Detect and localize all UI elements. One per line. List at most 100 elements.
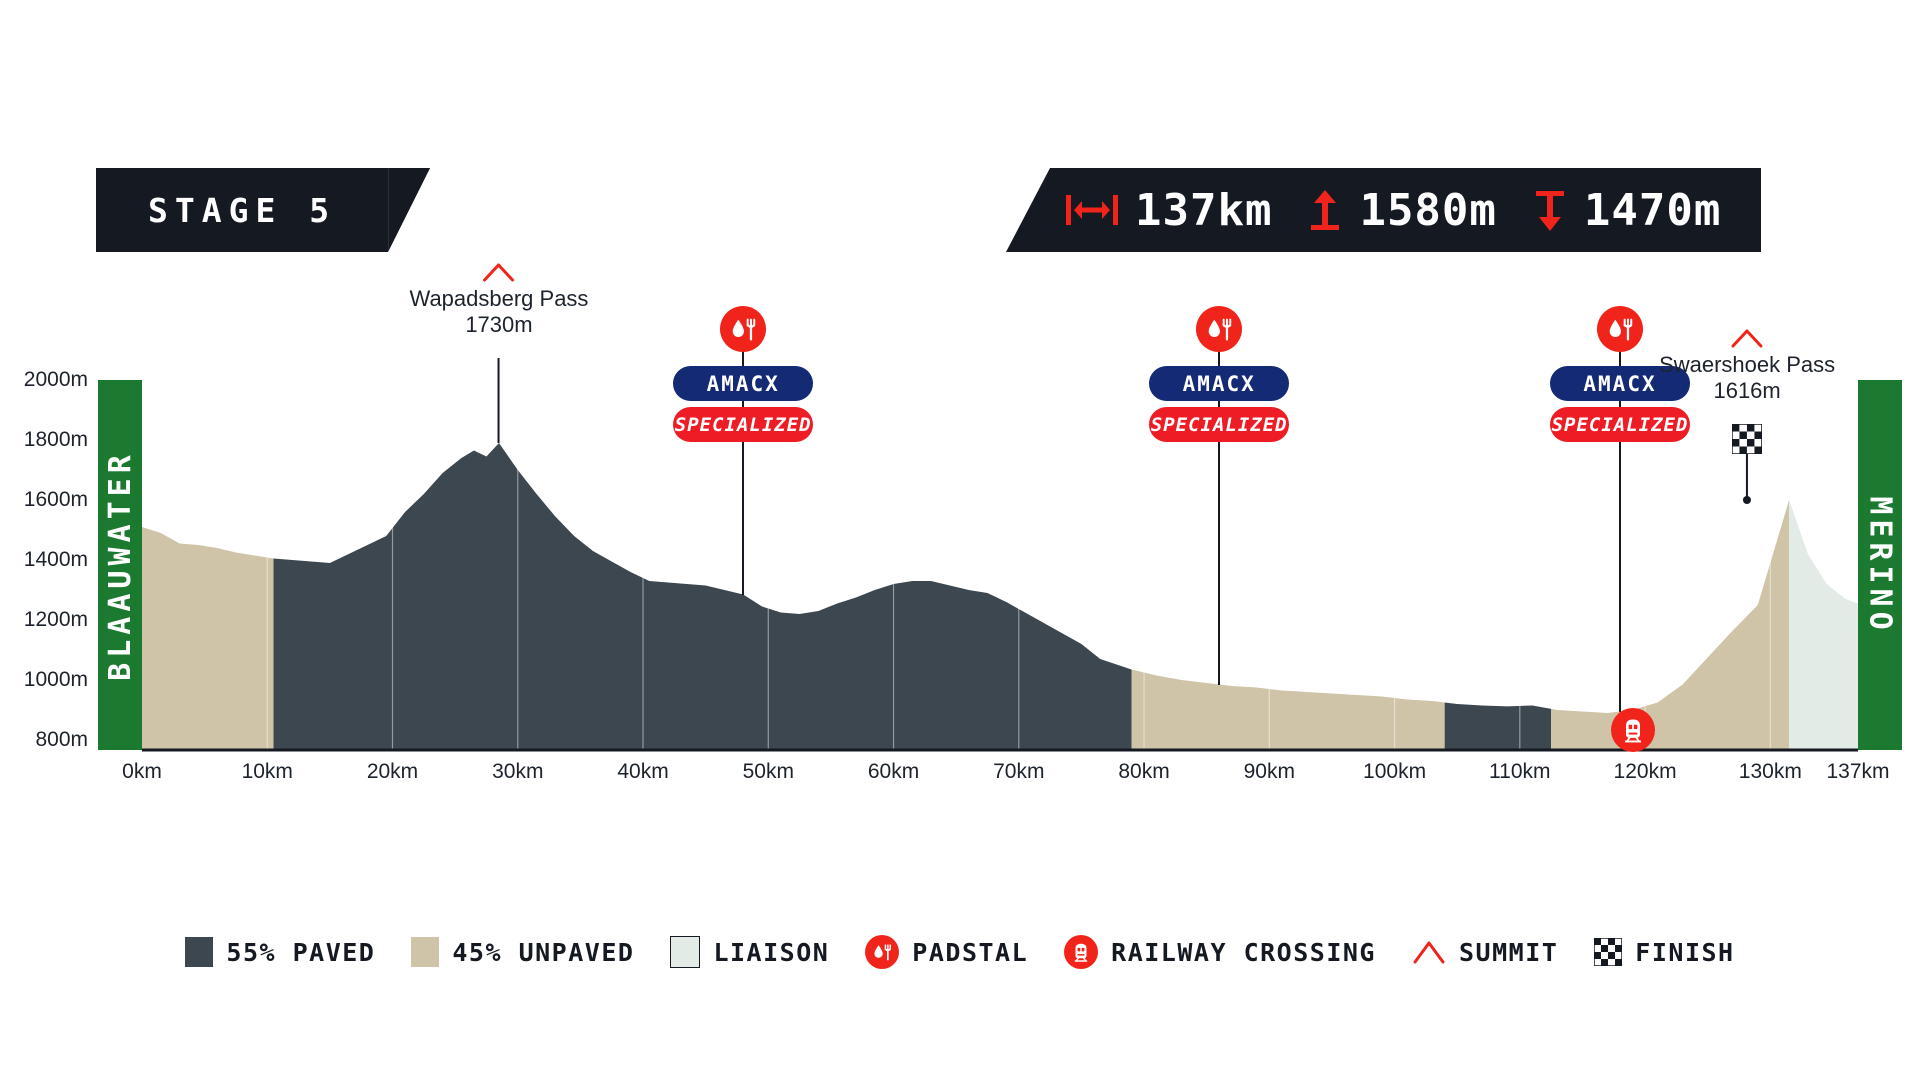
ascent-arrow-icon [1311, 190, 1340, 230]
specialized-pill[interactable]: SPECIALIZED [673, 407, 814, 442]
summit-icon [1413, 941, 1445, 964]
x-tick: 0km [122, 760, 162, 783]
legend-padstal-label: PADSTAL [912, 937, 1029, 967]
marker-stem [497, 358, 500, 443]
summit-name: Swaershoek Pass [1659, 352, 1836, 377]
start-town-panel: BLAAUWATER [98, 380, 142, 750]
stat-distance-value: 137km [1135, 184, 1273, 236]
summit-icon [1731, 329, 1763, 348]
marker-stem [1746, 454, 1749, 500]
elevation-profile-chart: 2000m 1800m 1600m 1400m 1200m 1000m 800m… [0, 263, 1920, 920]
surface-segment-unpaved [1131, 669, 1445, 750]
amacx-pill[interactable]: AMACX [1149, 366, 1290, 401]
amacx-label: AMACX [706, 371, 780, 396]
surface-segment-paved [1444, 702, 1552, 750]
y-tick: 1600m [23, 488, 88, 511]
y-tick: 800m [35, 728, 88, 751]
y-tick: 1000m [23, 668, 88, 691]
markers-layer: AMACX SPECIALIZED AMACX SPECIALIZED AMACX SPE… [0, 263, 1920, 760]
y-tick: 1800m [23, 428, 88, 451]
x-axis: 0km 10km 20km 30km 40km 50km 60km 70km 80km 90km 1… [0, 760, 1920, 800]
checkered-flag-icon [1731, 423, 1763, 455]
legend-finish-label: FINISH [1635, 937, 1735, 967]
padstal-icon [732, 318, 756, 341]
stats-banner-skew-decoration [1006, 168, 1050, 252]
y-tick: 2000m [23, 368, 88, 391]
legend-liaison-swatch [670, 936, 701, 968]
stat-descent-value: 1470m [1583, 184, 1722, 236]
surface-segment-liaison [1789, 500, 1858, 750]
padstal-marker-icon[interactable] [720, 306, 767, 352]
stage-header: STAGE 5 137km 1 [0, 168, 1920, 252]
surface-segment-paved [273, 443, 1132, 750]
padstal-icon [1208, 318, 1232, 341]
amacx-pill[interactable]: AMACX [673, 366, 814, 401]
summit-icon [483, 263, 515, 282]
x-tick: 130km [1738, 760, 1802, 783]
legend-summit: SUMMIT [1412, 938, 1558, 967]
x-tick: 50km [742, 760, 794, 783]
legend-liaison-label: LIAISON [713, 937, 830, 967]
specialized-label: SPECIALIZED [674, 413, 812, 436]
marker-stem [1619, 352, 1621, 712]
marker-stem [1218, 352, 1221, 685]
legend-railway-icon [1064, 935, 1099, 969]
legend-summit-label: SUMMIT [1458, 937, 1559, 967]
stage-stats-banner: 137km 1580m 1470m [1006, 168, 1762, 252]
stat-ascent: 1580m [1306, 185, 1496, 236]
specialized-label: SPECIALIZED [1551, 413, 1689, 436]
distance-icon [1066, 195, 1118, 225]
x-tick: 100km [1363, 760, 1427, 783]
x-tick: 10km [241, 760, 293, 783]
padstal-icon [1609, 318, 1633, 341]
legend-padstal: PADSTAL [865, 935, 1028, 969]
specialized-pill[interactable]: SPECIALIZED [1550, 407, 1690, 442]
train-icon [1624, 719, 1641, 743]
x-tick: 60km [867, 760, 920, 783]
padstal-marker-icon[interactable] [1597, 306, 1643, 352]
checkered-flag-icon [1594, 938, 1623, 966]
padstal-icon [874, 944, 892, 961]
stage-title-banner: STAGE 5 [96, 168, 431, 252]
legend-railway-label: RAILWAY CROSSING [1111, 937, 1376, 967]
y-tick: 1400m [23, 548, 88, 571]
padstal-marker-icon[interactable] [1196, 306, 1243, 352]
amacx-pill[interactable]: AMACX [1550, 366, 1690, 401]
legend-unpaved: 45% UNPAVED [411, 937, 634, 967]
surface-segment-unpaved [142, 527, 274, 750]
x-tick: 70km [993, 760, 1045, 783]
x-tick: 120km [1613, 760, 1677, 783]
stat-distance: 137km [1064, 185, 1272, 236]
specialized-pill[interactable]: SPECIALIZED [1149, 407, 1290, 442]
x-tick: 137km [1826, 760, 1890, 783]
specialized-label: SPECIALIZED [1150, 413, 1288, 436]
legend-liaison: LIAISON [670, 936, 829, 968]
legend-finish: FINISH [1594, 938, 1734, 967]
legend-paved-swatch [185, 937, 214, 967]
finish-town-panel: MERINO [1858, 380, 1902, 750]
x-tick: 80km [1118, 760, 1170, 783]
legend-railway: RAILWAY CROSSING [1064, 935, 1376, 969]
legend-paved-label: 55% PAVED [226, 937, 376, 967]
stat-descent: 1470m [1531, 185, 1721, 236]
y-tick: 1200m [23, 608, 88, 631]
legend-unpaved-label: 45% UNPAVED [452, 937, 635, 967]
summit-elevation: 1616m [1713, 377, 1781, 403]
x-tick: 20km [366, 760, 419, 783]
summit-marker: Wapadsberg Pass 1730m [409, 262, 588, 443]
x-tick: 90km [1243, 760, 1295, 783]
profile-svg [142, 380, 1858, 752]
marker-stem [742, 352, 745, 595]
legend-padstal-icon [865, 935, 900, 969]
summit-elevation: 1730m [465, 311, 533, 337]
summit-marker: Swaershoek Pass 1616m [1659, 328, 1836, 504]
surface-segment-unpaved [1551, 500, 1790, 750]
train-icon [1074, 943, 1088, 962]
stat-ascent-value: 1580m [1359, 184, 1497, 236]
railway-marker-icon[interactable] [1610, 708, 1655, 752]
descent-arrow-icon [1535, 191, 1564, 231]
x-tick: 110km [1489, 760, 1551, 783]
amacx-label: AMACX [1583, 371, 1657, 396]
summit-point [1743, 496, 1752, 504]
y-axis: 2000m 1800m 1600m 1400m 1200m 1000m 800m [0, 300, 88, 751]
